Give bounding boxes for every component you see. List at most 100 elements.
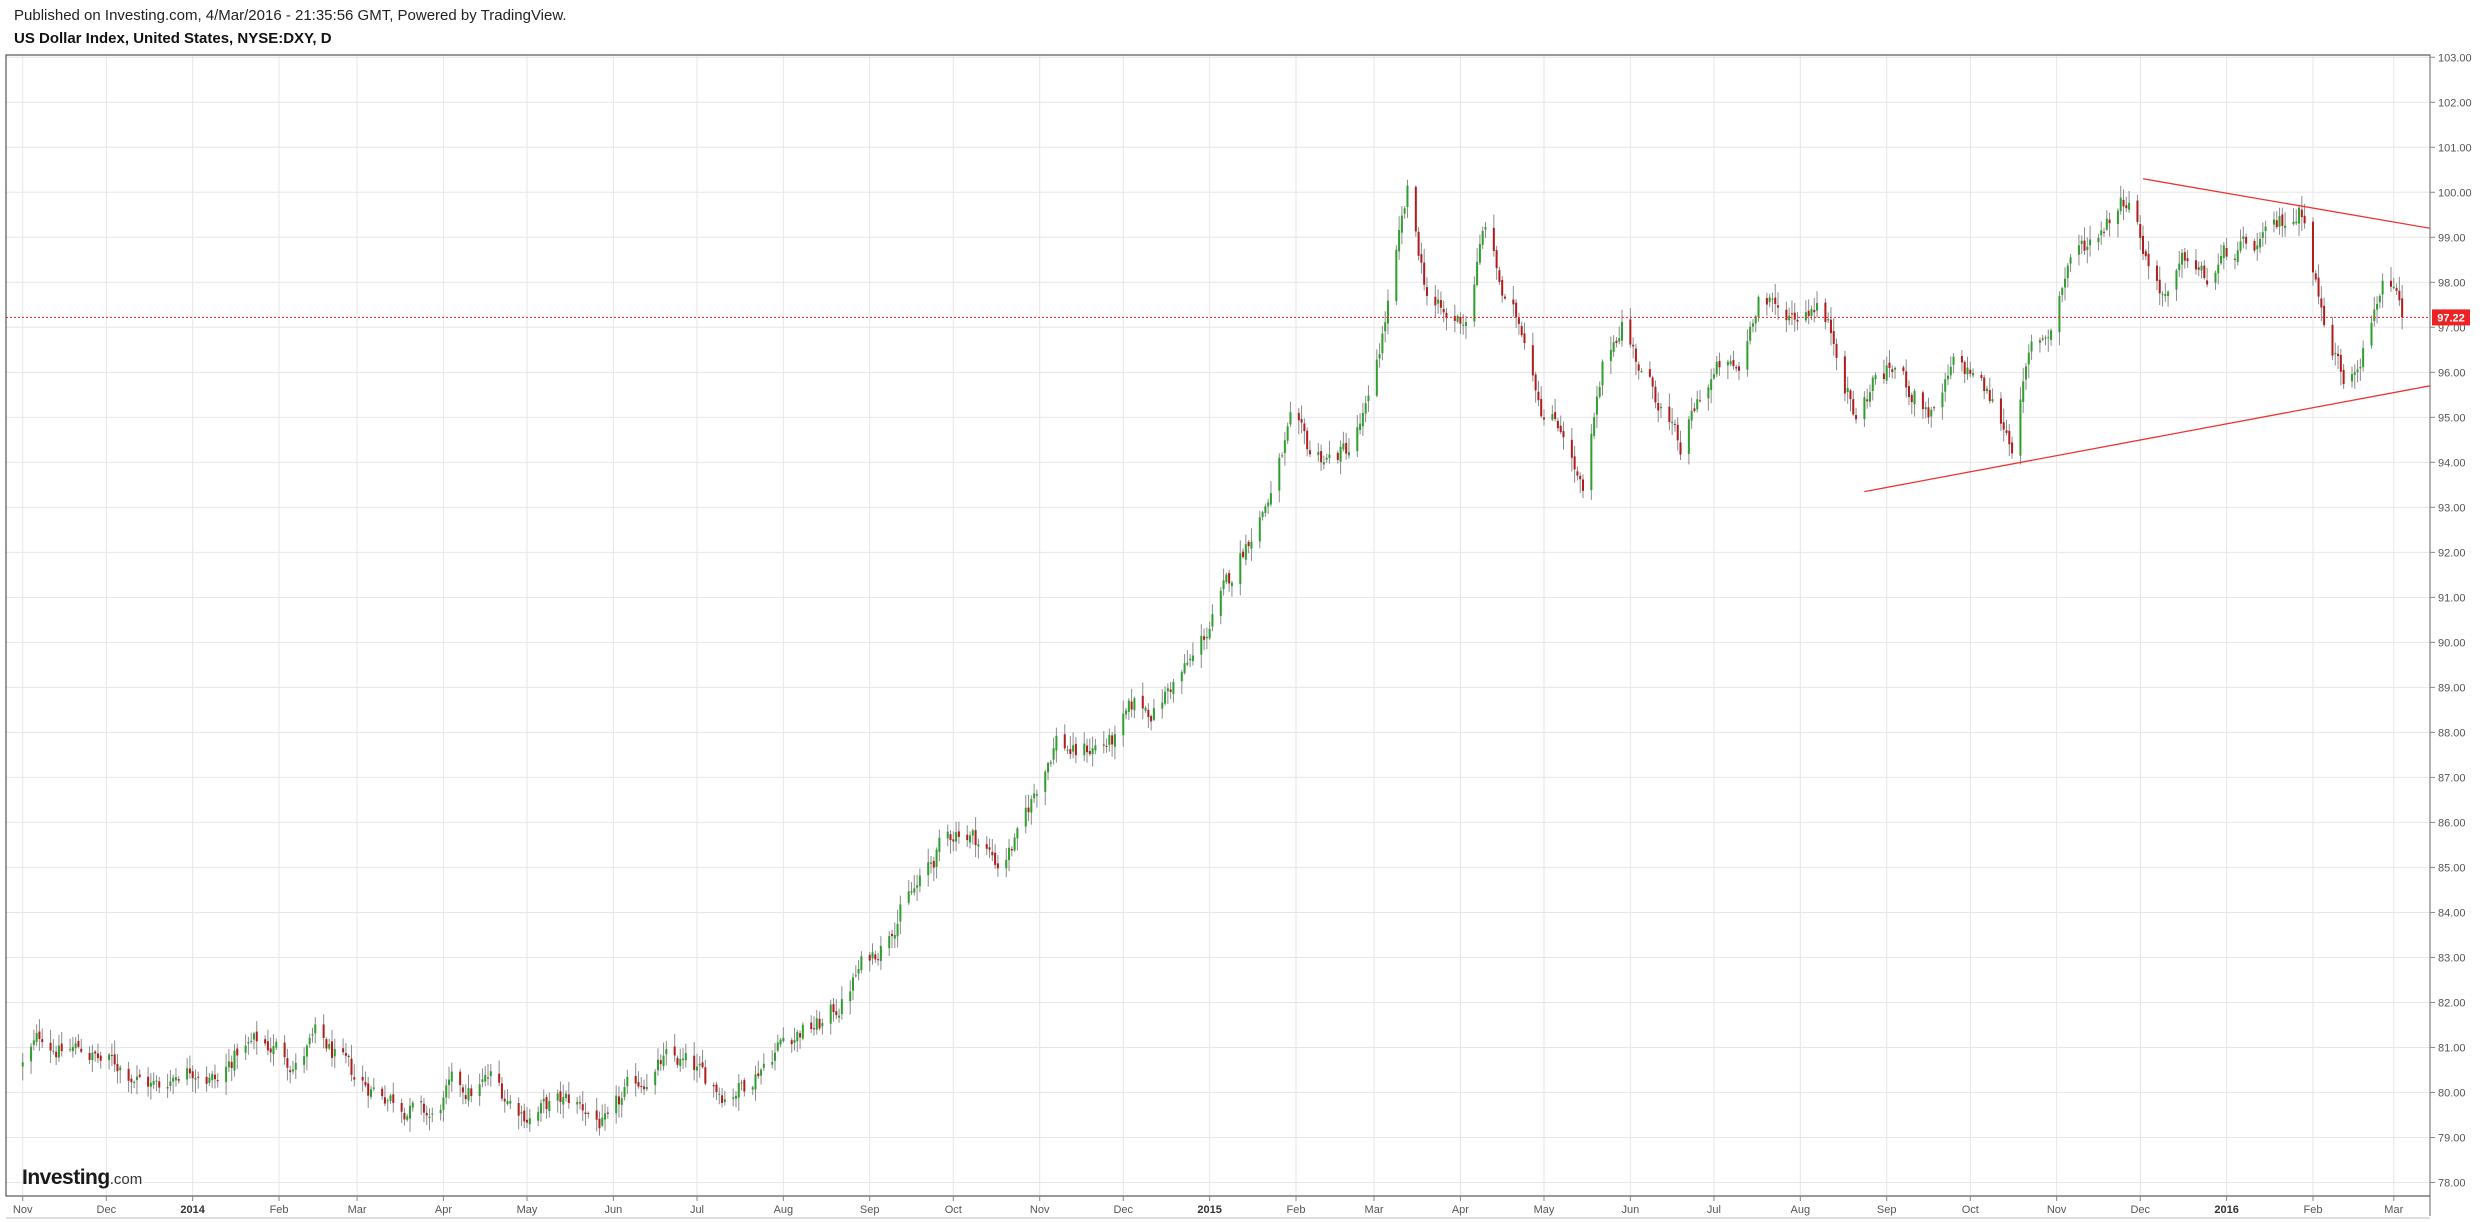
candle-body-up [1024, 807, 1027, 827]
candle [721, 1087, 724, 1108]
candle-body-down [1434, 296, 1437, 306]
candle-body-down [266, 1041, 269, 1051]
y-tick-label: 101.00 [2438, 142, 2472, 154]
candle-body-up [2161, 293, 2164, 295]
candle [1244, 534, 1247, 566]
candle-body-down [487, 1077, 490, 1079]
candle-body-down [957, 831, 960, 837]
candle-body-down [2275, 220, 2278, 228]
candle-body-down [877, 959, 880, 961]
candle-body-down [523, 1110, 526, 1122]
candle [2077, 234, 2080, 266]
candle-body-up [1609, 349, 1612, 362]
candle [537, 1106, 540, 1127]
candle-body-down [2389, 280, 2392, 287]
candle-body-up [294, 1062, 297, 1070]
candle-body-up [1166, 688, 1169, 692]
candle-body-up [1219, 590, 1222, 616]
candle-body-up [1108, 735, 1111, 745]
x-tick-label: Apr [435, 1204, 452, 1216]
candle [732, 1088, 735, 1107]
candle-body-up [74, 1043, 77, 1049]
candle-body-down [1843, 356, 1846, 394]
trendline-upper[interactable] [2142, 178, 2431, 229]
candle [1609, 336, 1612, 375]
candle-body-down [2197, 267, 2200, 270]
candle [2378, 293, 2381, 309]
candle-body-down [2398, 290, 2401, 301]
candle-body-up [1205, 636, 1208, 639]
candle [2292, 208, 2295, 226]
candle-body-down [810, 1022, 813, 1030]
candle [576, 1097, 579, 1114]
candle-body-down [1673, 423, 1676, 425]
candle-body-down [1420, 254, 1423, 263]
candle-body-down [2186, 258, 2189, 262]
candle [1088, 738, 1091, 756]
candle-body-up [1618, 338, 1621, 342]
x-tick-label: 2015 [1197, 1204, 1221, 1216]
candle [152, 1072, 155, 1089]
candle-body-up [1342, 443, 1345, 450]
candle-body-down [598, 1118, 601, 1129]
candle [71, 1036, 74, 1058]
candle-body-down [1905, 371, 1908, 388]
y-tick-label: 92.00 [2438, 547, 2466, 559]
candle [654, 1068, 657, 1095]
candle [389, 1093, 392, 1104]
trendline-lower[interactable] [1864, 385, 2431, 493]
candle-body-down [197, 1076, 200, 1078]
candle [1230, 580, 1233, 597]
candle-body-up [1172, 682, 1175, 695]
candle-body-up [620, 1098, 623, 1105]
candle [1250, 528, 1253, 561]
candle-body-up [1690, 410, 1693, 421]
candle-body-up [654, 1071, 657, 1086]
candle [2144, 248, 2147, 261]
candle [1813, 298, 1816, 323]
candle-body-down [1927, 407, 1930, 418]
candle [946, 824, 949, 847]
candle [1074, 736, 1077, 764]
candle [2147, 240, 2150, 280]
candle [1785, 301, 1788, 333]
candle [829, 999, 832, 1035]
candle-body-down [2005, 430, 2008, 433]
candle [91, 1044, 94, 1073]
candle [1668, 393, 1671, 431]
candle-body-up [740, 1082, 743, 1084]
candle [1910, 392, 1913, 415]
candle [760, 1067, 763, 1085]
candle-body-down [634, 1075, 637, 1084]
candle-body-up [442, 1097, 445, 1110]
candle [562, 1084, 565, 1119]
candle [2281, 207, 2284, 238]
candle-body-down [2281, 214, 2284, 226]
candle-body-down [392, 1094, 395, 1103]
candle [2161, 291, 2164, 307]
candle-body-down [1907, 386, 1910, 397]
y-axis: 78.00 79.00 80.00 81.00 82.00 83.00 84.00 85.00… [2430, 52, 2472, 1189]
candle-body-down [367, 1083, 370, 1096]
candle [604, 1103, 607, 1131]
candle-body-up [386, 1100, 389, 1102]
candle-body-up [52, 1050, 55, 1052]
candle-body-down [1417, 231, 1420, 256]
candle [2339, 348, 2342, 386]
candle-body-down [637, 1082, 640, 1087]
candle [637, 1071, 640, 1089]
x-tick-label: Aug [1791, 1204, 1811, 1216]
candle [868, 951, 871, 972]
candle-body-down [1921, 392, 1924, 410]
candle-body-down [1203, 636, 1206, 640]
candle-body-up [1473, 284, 1476, 322]
candle [498, 1060, 501, 1087]
candle-body-up [938, 837, 941, 852]
candle-body-down [2103, 231, 2106, 233]
candle [2011, 436, 2014, 459]
candle [782, 1027, 785, 1043]
candle-body-down [1570, 439, 1573, 458]
candle-body-up [135, 1076, 138, 1081]
candle [1534, 371, 1537, 403]
